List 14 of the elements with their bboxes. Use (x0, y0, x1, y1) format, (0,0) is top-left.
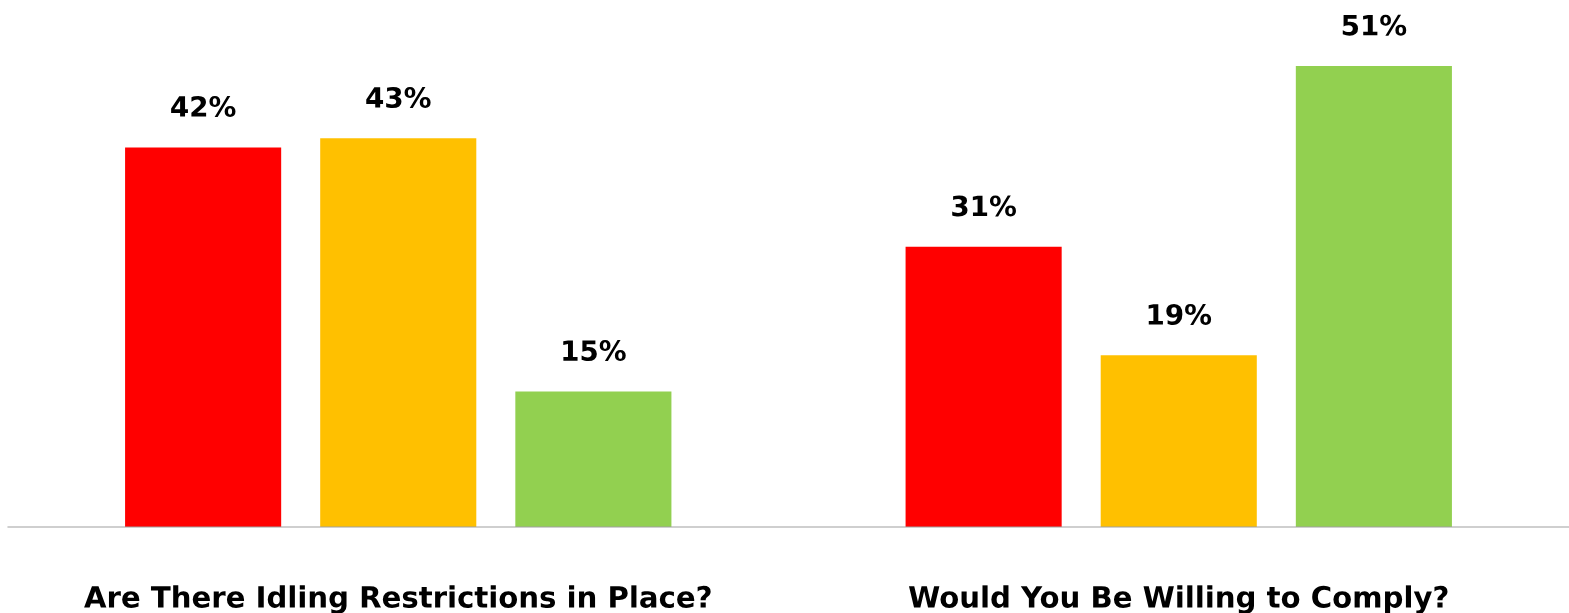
bar (125, 147, 282, 527)
data-label: 42% (171, 96, 236, 118)
data-label: 31% (952, 195, 1016, 217)
data-label: 19% (1148, 303, 1212, 325)
bar (515, 391, 672, 527)
bar (1100, 355, 1257, 527)
bar (320, 138, 477, 527)
data-label: 51% (1342, 14, 1407, 36)
x-tick-label: Would You Be Willing to Comply? (908, 585, 1448, 613)
data-label: 43% (366, 86, 431, 108)
data-label: 15% (563, 340, 626, 362)
bar (1295, 66, 1452, 527)
x-tick-label: Are There Idling Restrictions in Place? (84, 585, 711, 613)
bar (905, 246, 1062, 527)
